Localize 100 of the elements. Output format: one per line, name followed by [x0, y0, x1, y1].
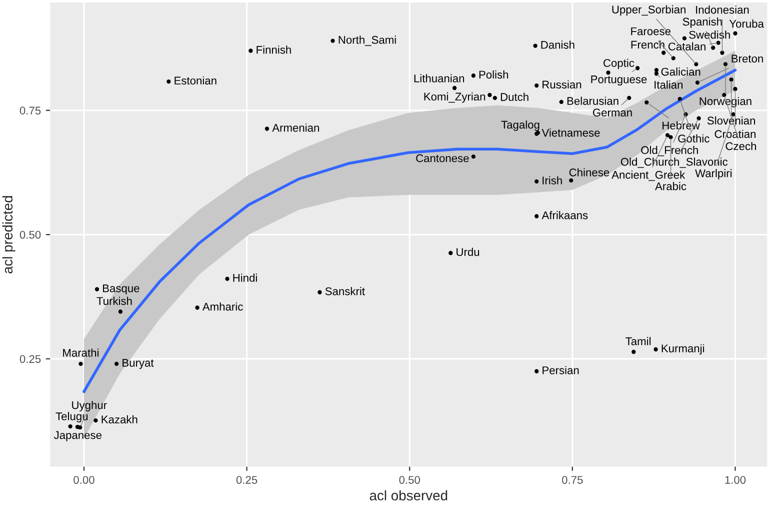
point — [644, 100, 649, 105]
data-label: Amharic — [202, 302, 243, 311]
point — [729, 77, 734, 82]
data-label: Faroese — [631, 27, 671, 36]
point — [654, 68, 659, 72]
point — [534, 369, 539, 374]
data-label: Gothic — [678, 134, 710, 142]
data-label: Belarusian — [567, 96, 618, 105]
point — [318, 290, 322, 294]
y-axis-title: acl predicted — [2, 196, 16, 274]
data-label: Yoruba — [729, 20, 764, 28]
data-label: Croatian — [714, 130, 756, 138]
point — [534, 214, 539, 218]
point — [118, 310, 123, 314]
data-label: Uyghur — [72, 400, 107, 412]
data-label: Hebrew — [662, 121, 700, 130]
data-label: Hindi — [233, 274, 257, 282]
data-label: German — [592, 108, 632, 117]
data-label: Telugu — [56, 412, 88, 422]
data-label: Portuguese — [591, 75, 647, 86]
point — [471, 74, 476, 78]
y-tick-label: 0.75 — [20, 106, 41, 115]
point — [78, 362, 83, 366]
data-label: Spanish — [682, 17, 722, 28]
data-label: Armenian — [272, 124, 319, 132]
data-label: Polish — [479, 70, 508, 79]
data-label: Irish — [542, 176, 562, 184]
point — [448, 250, 453, 256]
point — [559, 100, 564, 104]
x-tick-label: 0.00 — [74, 476, 94, 484]
data-label: Galician — [661, 68, 700, 76]
point — [471, 154, 476, 159]
point — [665, 133, 670, 138]
data-label: Indonesian — [696, 6, 749, 14]
data-label: Cantonese — [416, 154, 469, 162]
data-label: Upper_Sorbian — [612, 5, 686, 16]
point — [248, 48, 253, 53]
data-label: Buryat — [122, 359, 154, 369]
point — [68, 424, 72, 428]
data-label: Tamil — [626, 337, 651, 346]
point — [654, 72, 659, 76]
point — [94, 287, 100, 292]
point — [330, 38, 335, 43]
point — [733, 31, 738, 36]
data-label: Ancient_Greek — [612, 170, 686, 181]
data-label: Chinese — [569, 168, 610, 176]
x-tick-label: 0.25 — [236, 476, 258, 484]
data-label: Swedish — [689, 30, 730, 39]
point — [166, 79, 171, 84]
data-label: Lithuanian — [414, 74, 464, 82]
point — [716, 40, 720, 45]
point — [733, 86, 738, 92]
point — [635, 66, 640, 70]
data-label: Finnish — [256, 46, 291, 54]
point — [654, 347, 658, 352]
data-label: Breton — [732, 54, 763, 63]
data-label: Afrikaans — [542, 211, 588, 220]
data-label: Basque — [103, 284, 140, 294]
point — [492, 96, 498, 100]
point — [225, 276, 230, 281]
point — [682, 36, 687, 40]
point — [452, 86, 457, 90]
x-tick-label: 0.50 — [399, 476, 420, 484]
data-label: Danish — [541, 40, 574, 49]
data-label: Persian — [542, 366, 579, 374]
point — [723, 62, 728, 66]
data-label: Russian — [542, 80, 582, 89]
point — [534, 179, 539, 184]
point — [720, 50, 724, 55]
data-label: Kurmanji — [662, 344, 704, 355]
data-label: Marathi — [63, 348, 98, 357]
data-label: Komi_Zyrian — [424, 92, 486, 103]
x-tick-label: 0.75 — [562, 476, 583, 484]
data-label: Arabic — [655, 182, 686, 190]
data-label: Dutch — [500, 92, 528, 101]
point — [114, 362, 119, 366]
data-label: Kazakh — [102, 415, 138, 424]
x-axis-title: acl observed — [370, 490, 448, 500]
point — [696, 116, 701, 120]
point — [534, 83, 539, 88]
point — [606, 70, 610, 75]
point — [533, 44, 538, 48]
x-tick-label: 1.00 — [725, 476, 746, 484]
data-label: Old_French — [641, 146, 698, 156]
data-label: Coptic — [604, 58, 634, 70]
point — [488, 92, 492, 98]
point — [569, 178, 574, 183]
point — [632, 350, 636, 354]
data-label: Vietnamese — [542, 128, 600, 137]
y-tick-label: 0.50 — [20, 230, 41, 239]
data-label: Sanskrit — [325, 287, 365, 296]
data-label: Old_Church_Slavonic — [620, 158, 728, 168]
data-label: Tagalog — [501, 120, 540, 131]
data-label: Czech — [726, 142, 756, 150]
point — [678, 96, 682, 102]
data-label: French — [631, 40, 664, 49]
point — [671, 56, 676, 60]
data-label: Italian — [654, 80, 683, 89]
point — [722, 92, 726, 98]
point — [195, 306, 200, 310]
